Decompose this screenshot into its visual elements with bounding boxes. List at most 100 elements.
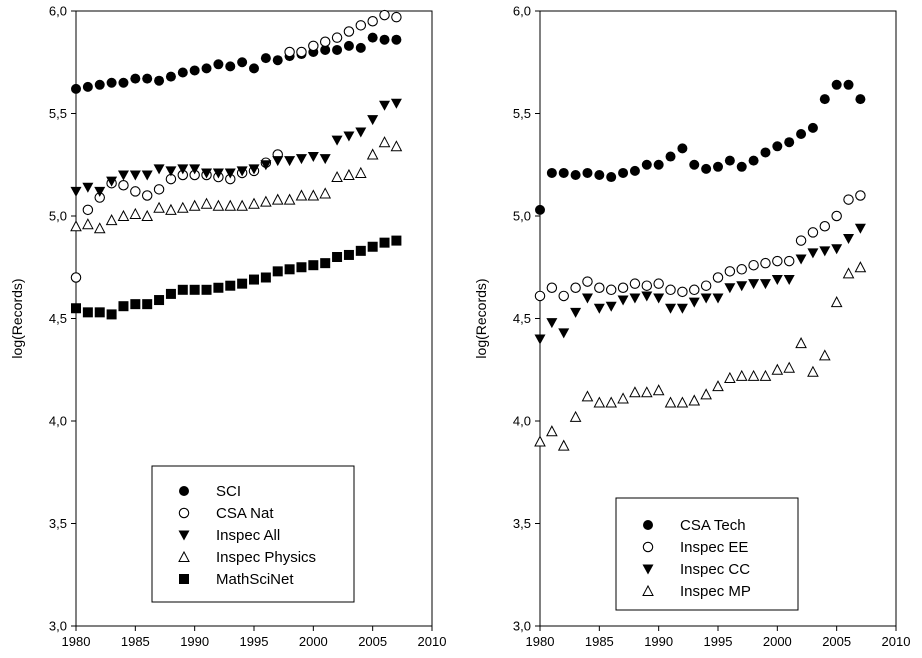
- data-point: [617, 295, 629, 306]
- x-tick-label: 1980: [62, 634, 91, 649]
- data-point: [332, 252, 343, 262]
- data-point: [154, 295, 165, 306]
- data-point: [783, 275, 795, 286]
- y-tick-label: 5,5: [49, 106, 67, 121]
- series-inspec-mp: [534, 261, 867, 451]
- legend-label: Inspec MP: [680, 583, 751, 600]
- data-point: [189, 284, 200, 295]
- x-tick-label: 2000: [763, 634, 792, 649]
- data-point: [855, 94, 866, 105]
- data-point: [593, 303, 605, 314]
- legend-label: Inspec All: [216, 527, 280, 544]
- data-point: [582, 276, 593, 287]
- data-point: [212, 168, 224, 179]
- data-point: [130, 186, 141, 197]
- data-point: [201, 63, 212, 74]
- data-point: [605, 301, 617, 312]
- data-point: [664, 396, 677, 408]
- data-point: [653, 278, 664, 289]
- data-point: [617, 392, 629, 404]
- data-point: [248, 164, 260, 175]
- data-point: [854, 223, 866, 234]
- data-point: [724, 371, 736, 383]
- data-point: [71, 83, 81, 94]
- data-point: [201, 284, 212, 295]
- data-point: [129, 207, 142, 219]
- data-point: [94, 79, 105, 90]
- data-point: [165, 71, 176, 82]
- data-point: [354, 166, 367, 178]
- data-point: [700, 293, 712, 304]
- data-point: [296, 46, 307, 58]
- data-point: [82, 204, 94, 216]
- data-point: [142, 73, 153, 84]
- data-point: [236, 166, 248, 177]
- data-point: [617, 282, 629, 293]
- data-point: [260, 160, 272, 171]
- x-tick-label: 2005: [822, 634, 851, 649]
- data-point: [82, 81, 93, 92]
- data-point: [736, 161, 747, 172]
- data-point: [355, 245, 366, 256]
- data-point: [736, 281, 748, 292]
- data-point: [379, 237, 390, 248]
- data-point: [570, 170, 581, 180]
- data-point: [237, 57, 248, 68]
- data-point: [70, 186, 82, 197]
- data-point: [701, 163, 712, 174]
- data-point: [795, 254, 807, 265]
- data-point: [391, 235, 402, 246]
- data-point: [855, 190, 866, 201]
- data-point: [653, 293, 665, 304]
- data-point: [260, 272, 271, 283]
- data-point: [331, 135, 343, 146]
- legend-label: CSA Nat: [216, 505, 274, 522]
- data-point: [307, 152, 319, 163]
- data-point: [319, 154, 331, 165]
- data-point: [783, 361, 796, 373]
- x-axis: 1980 1985 1990 1995 2000 2005 2010: [526, 626, 910, 649]
- data-point: [558, 328, 570, 339]
- data-point: [534, 435, 546, 447]
- data-point: [130, 299, 141, 310]
- data-point: [759, 279, 771, 290]
- data-point: [748, 279, 760, 290]
- data-point: [569, 410, 582, 422]
- data-point: [641, 291, 653, 302]
- data-point: [676, 303, 688, 314]
- x-tick-label: 1995: [240, 634, 269, 649]
- data-point: [355, 42, 366, 53]
- legend-label: Inspec CC: [680, 561, 750, 578]
- data-point: [82, 307, 93, 318]
- data-point: [248, 197, 260, 209]
- data-point: [712, 380, 724, 392]
- legend: SCI CSA Nat Inspec All Inspec Physics MathSc…: [151, 465, 355, 603]
- data-point: [272, 55, 283, 66]
- data-point: [771, 275, 783, 286]
- data-point: [795, 235, 807, 246]
- data-point: [796, 129, 807, 139]
- x-tick-label: 1985: [121, 634, 150, 649]
- data-point: [546, 425, 558, 437]
- y-tick-label: 5,0: [513, 209, 531, 224]
- data-point: [391, 34, 402, 45]
- data-point: [142, 299, 153, 310]
- data-point: [379, 9, 390, 21]
- data-point: [772, 141, 783, 152]
- data-point: [106, 77, 117, 88]
- data-point: [249, 274, 259, 285]
- legend-marker: [642, 584, 654, 596]
- data-point: [807, 365, 819, 377]
- data-point: [688, 394, 701, 406]
- data-point: [367, 241, 378, 252]
- legend-marker: [178, 530, 190, 541]
- data-point: [236, 199, 248, 211]
- data-point: [760, 257, 771, 269]
- data-point: [843, 79, 854, 90]
- data-point: [201, 168, 213, 179]
- data-point: [724, 266, 736, 277]
- legend-marker: [642, 564, 654, 575]
- data-point: [154, 75, 165, 86]
- data-point: [118, 77, 129, 88]
